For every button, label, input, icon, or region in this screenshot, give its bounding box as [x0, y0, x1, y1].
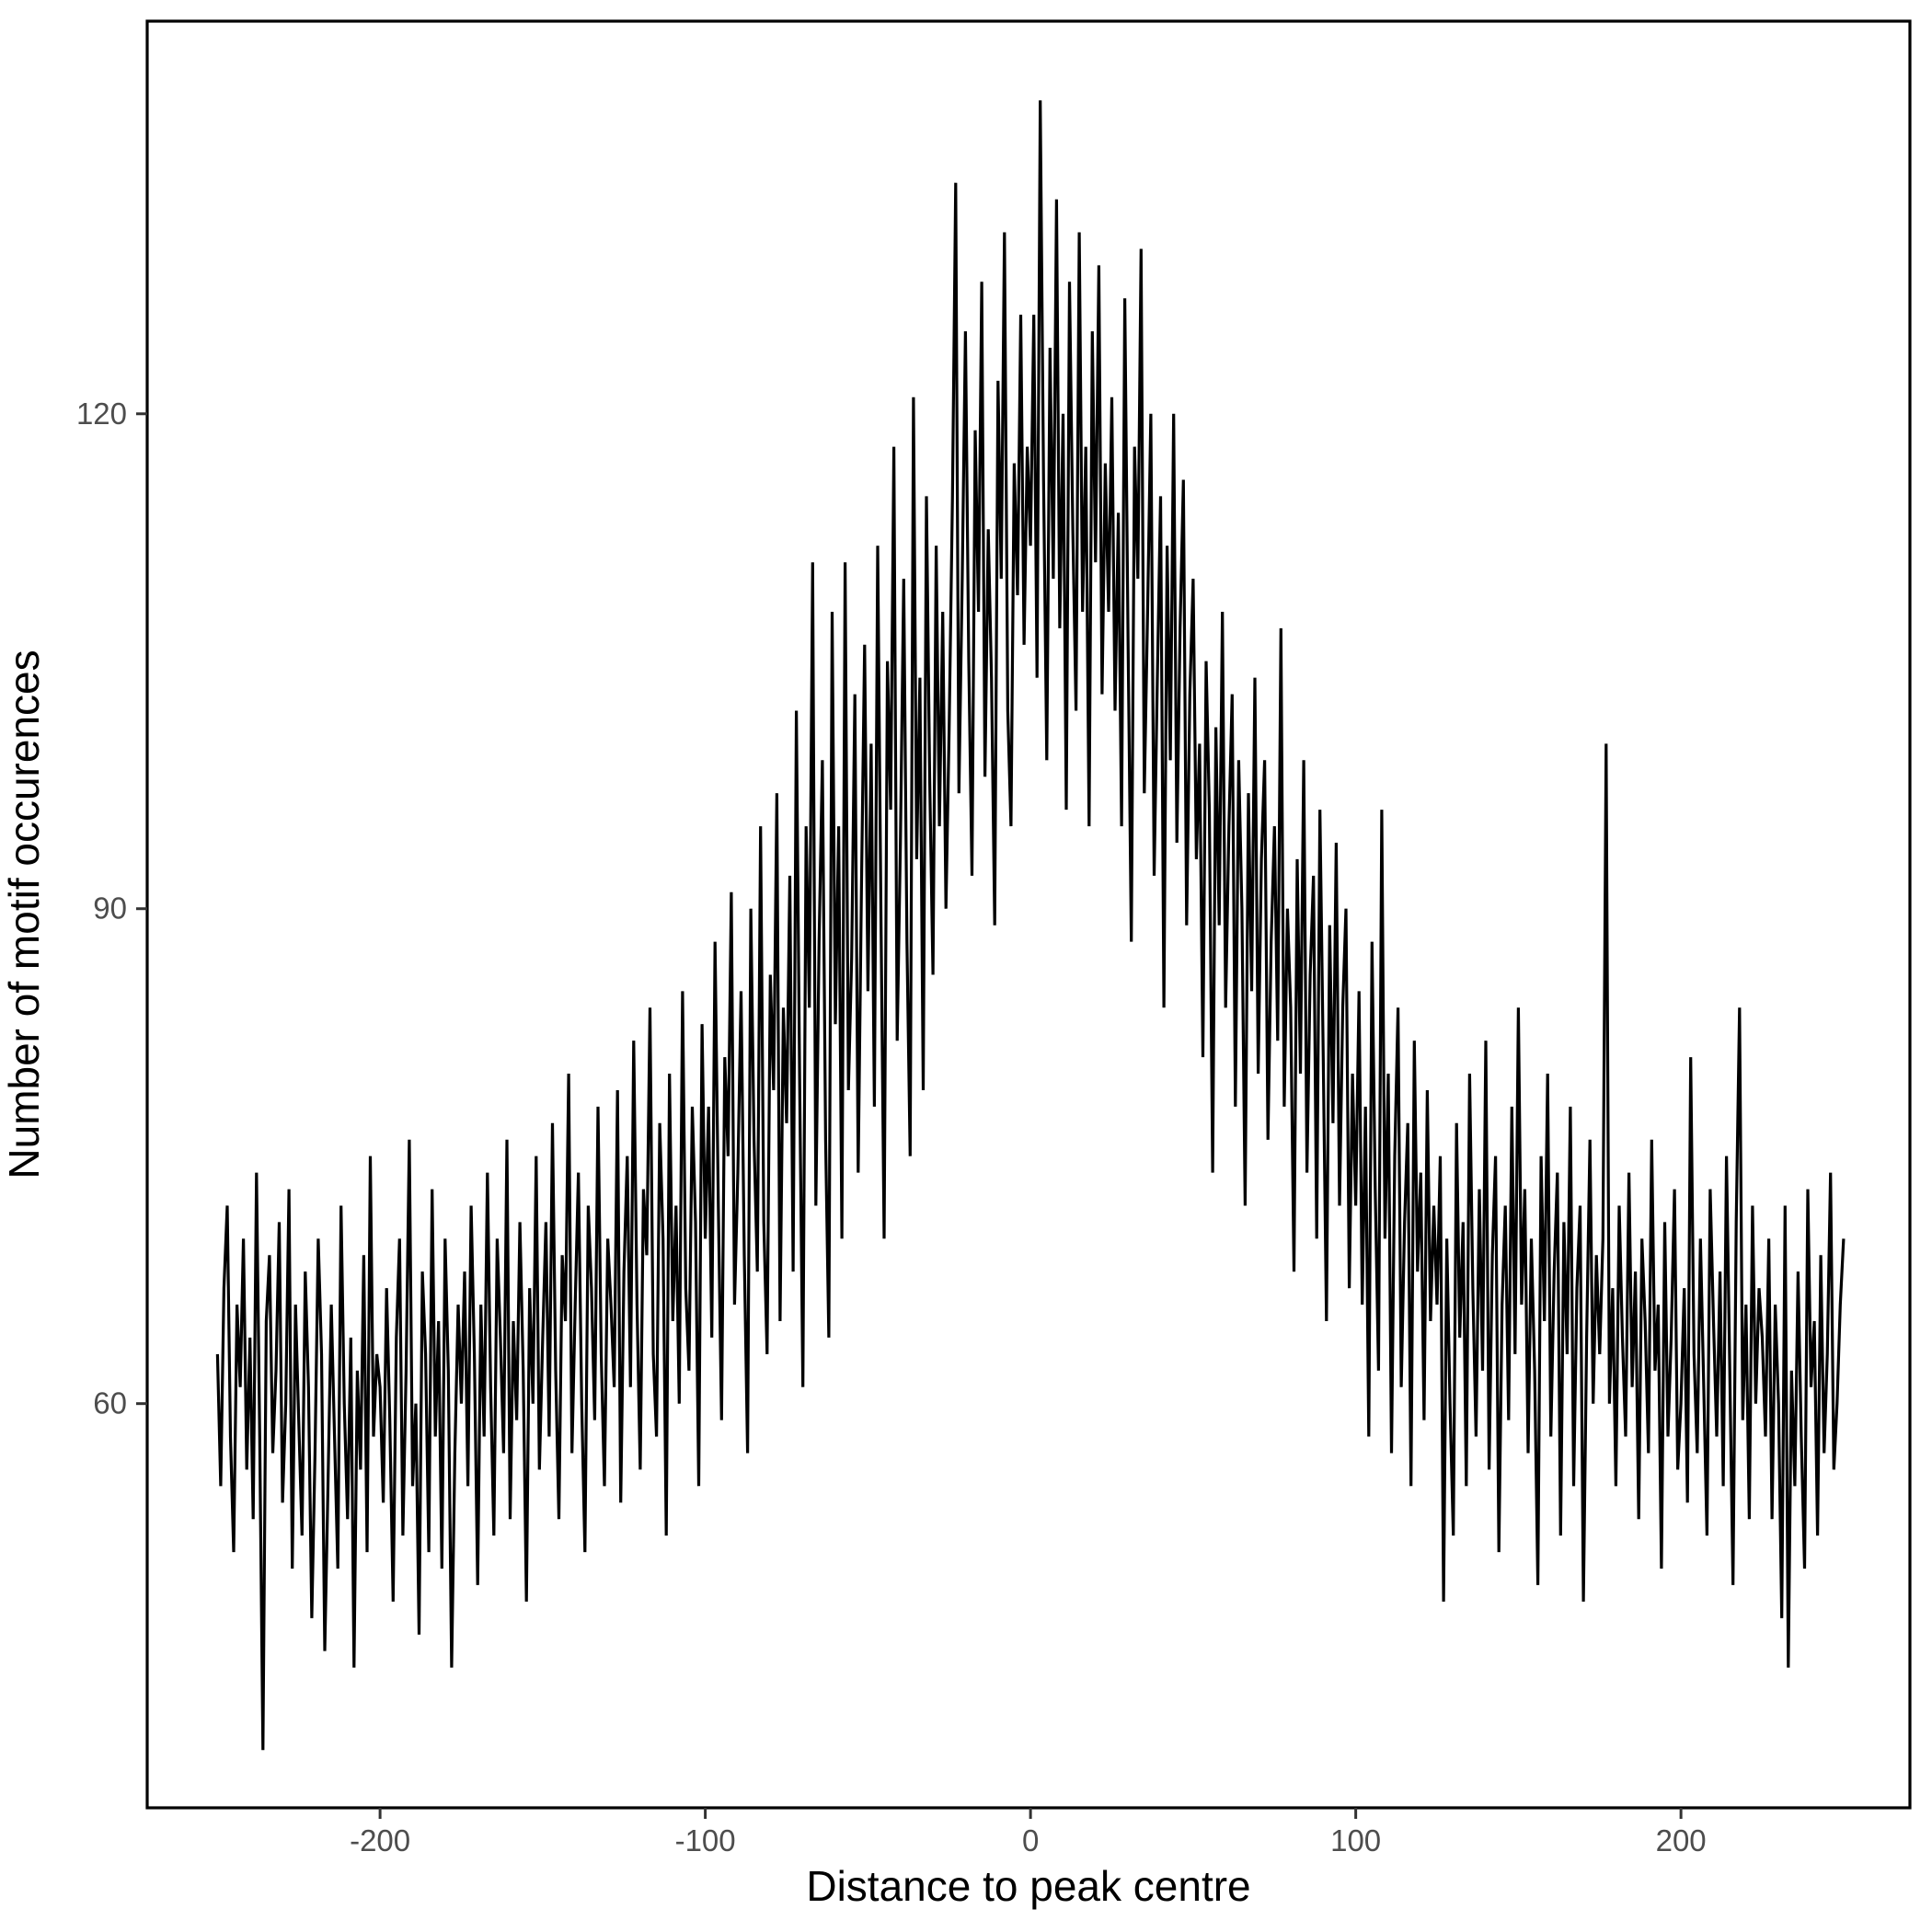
x-axis-title: Distance to peak centre: [806, 1862, 1250, 1910]
x-axis-tick-labels: -200 -100 0 100 200: [350, 1823, 1707, 1857]
y-axis-title: Number of motif occurences: [0, 650, 48, 1179]
y-tick-label: 120: [76, 397, 127, 431]
x-tick-label: 0: [1022, 1823, 1039, 1857]
x-tick-label: 200: [1656, 1823, 1707, 1857]
y-axis-ticks: [136, 412, 147, 1406]
x-tick-label: -100: [675, 1823, 736, 1857]
motif-occurrence-line-series: [215, 100, 1846, 1751]
y-tick-label: 90: [93, 891, 127, 926]
y-axis-tick-labels: 60 90 120: [76, 397, 127, 1420]
x-tick-label: 100: [1330, 1823, 1381, 1857]
panel-border: [145, 19, 1912, 1810]
x-tick-label: -200: [350, 1823, 410, 1857]
x-axis-ticks: [378, 1808, 1683, 1819]
y-tick-label: 60: [93, 1386, 127, 1420]
